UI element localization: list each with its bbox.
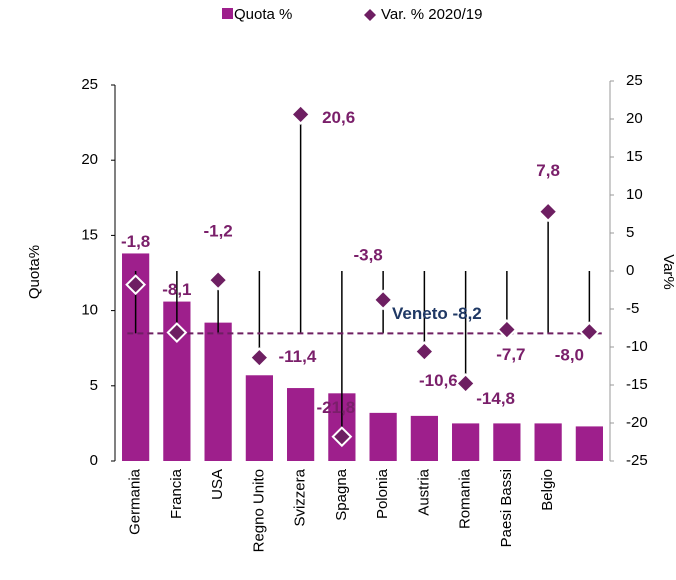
y2-tick-label: -15 [626, 376, 648, 393]
legend-label: Var. % 2020/19 [381, 6, 482, 23]
y-tick-label: 10 [81, 302, 98, 319]
bar [410, 415, 438, 461]
bar [493, 423, 521, 461]
y-tick-label: 5 [90, 377, 98, 394]
y2-tick-label: 15 [626, 148, 643, 165]
y2-tick-label: -25 [626, 452, 648, 469]
data-label: -8,0 [555, 345, 584, 364]
y-axis-title: Quota% [26, 245, 43, 299]
marker [248, 347, 270, 369]
y2-tick-label: -10 [626, 338, 648, 355]
y2-tick-label: 0 [626, 262, 634, 279]
marker [331, 426, 353, 448]
data-label: -10,6 [419, 371, 458, 390]
x-tick-label: Germania [127, 468, 144, 535]
y2-tick-label: 10 [626, 186, 643, 203]
y2-tick-label: -20 [626, 414, 648, 431]
x-tick-label: USA [209, 469, 226, 500]
marker [496, 319, 518, 340]
y-tick-label: 25 [81, 76, 98, 93]
y-tick-label: 15 [81, 226, 98, 243]
reference-label: Veneto -8,2 [392, 304, 482, 323]
y2-tick-label: 25 [626, 72, 643, 89]
bar [245, 375, 273, 461]
marker [125, 274, 147, 296]
marker [372, 289, 394, 311]
bar [287, 388, 315, 461]
marker [537, 201, 559, 223]
y2-tick-label: -5 [626, 300, 639, 317]
bar [452, 423, 480, 461]
x-tick-label: Francia [168, 468, 185, 519]
data-label: -1,8 [121, 232, 150, 251]
data-label: 20,6 [322, 108, 355, 127]
bar [575, 426, 603, 461]
data-label: 7,8 [536, 161, 560, 180]
y-tick-label: 20 [81, 151, 98, 168]
marker [578, 321, 600, 343]
x-tick-label: Svizzera [292, 468, 309, 526]
y2-tick-label: 5 [626, 224, 634, 241]
legend-swatch [222, 8, 233, 19]
x-tick-label: Spagna [333, 468, 350, 520]
legend-label: Quota % [234, 6, 292, 23]
x-tick-label: Romania [457, 468, 474, 529]
data-label: -21,8 [317, 398, 356, 417]
marker [455, 373, 477, 394]
data-label: -14,8 [476, 389, 515, 408]
bar [204, 322, 232, 461]
marker [207, 269, 229, 291]
data-label: -11,4 [278, 347, 316, 366]
x-tick-label: Regno Unito [250, 469, 267, 552]
y2-axis-title: Var% [660, 254, 676, 290]
x-tick-label: Austria [415, 468, 432, 515]
bar [534, 423, 562, 461]
y2-tick-label: 20 [626, 110, 643, 127]
data-label: -8,1 [162, 280, 191, 299]
legend-swatch [364, 9, 376, 21]
x-tick-label: Belgio [539, 469, 556, 511]
bar [369, 412, 397, 461]
data-label: -1,2 [203, 222, 232, 241]
marker [290, 104, 312, 125]
data-label: -3,8 [353, 245, 382, 264]
data-label: -7,7 [496, 345, 525, 364]
y-tick-label: 0 [90, 452, 98, 469]
marker [413, 341, 435, 362]
x-tick-label: Paesi Bassi [498, 469, 515, 547]
x-tick-label: Polonia [374, 468, 391, 519]
marker [166, 322, 188, 343]
